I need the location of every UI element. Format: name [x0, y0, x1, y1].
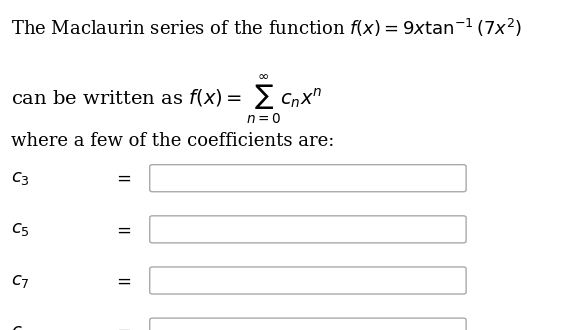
Text: $c_5$: $c_5$	[11, 220, 30, 238]
Text: $c_3$: $c_3$	[11, 169, 30, 187]
Text: $=$: $=$	[113, 169, 132, 187]
Text: $c_7$: $c_7$	[11, 272, 30, 289]
FancyBboxPatch shape	[150, 165, 466, 192]
Text: $=$: $=$	[113, 323, 132, 330]
Text: can be written as $f(x) = \sum_{n=0}^{\infty} c_n x^n$: can be written as $f(x) = \sum_{n=0}^{\i…	[11, 73, 323, 126]
Text: $=$: $=$	[113, 272, 132, 289]
FancyBboxPatch shape	[150, 318, 466, 330]
Text: $=$: $=$	[113, 220, 132, 238]
FancyBboxPatch shape	[150, 267, 466, 294]
Text: $c_9$: $c_9$	[11, 323, 31, 330]
Text: The Maclaurin series of the function $f(x) = 9x\tan^{-1}(7x^2)$: The Maclaurin series of the function $f(…	[11, 16, 523, 39]
Text: where a few of the coefficients are:: where a few of the coefficients are:	[11, 132, 334, 150]
FancyBboxPatch shape	[150, 216, 466, 243]
